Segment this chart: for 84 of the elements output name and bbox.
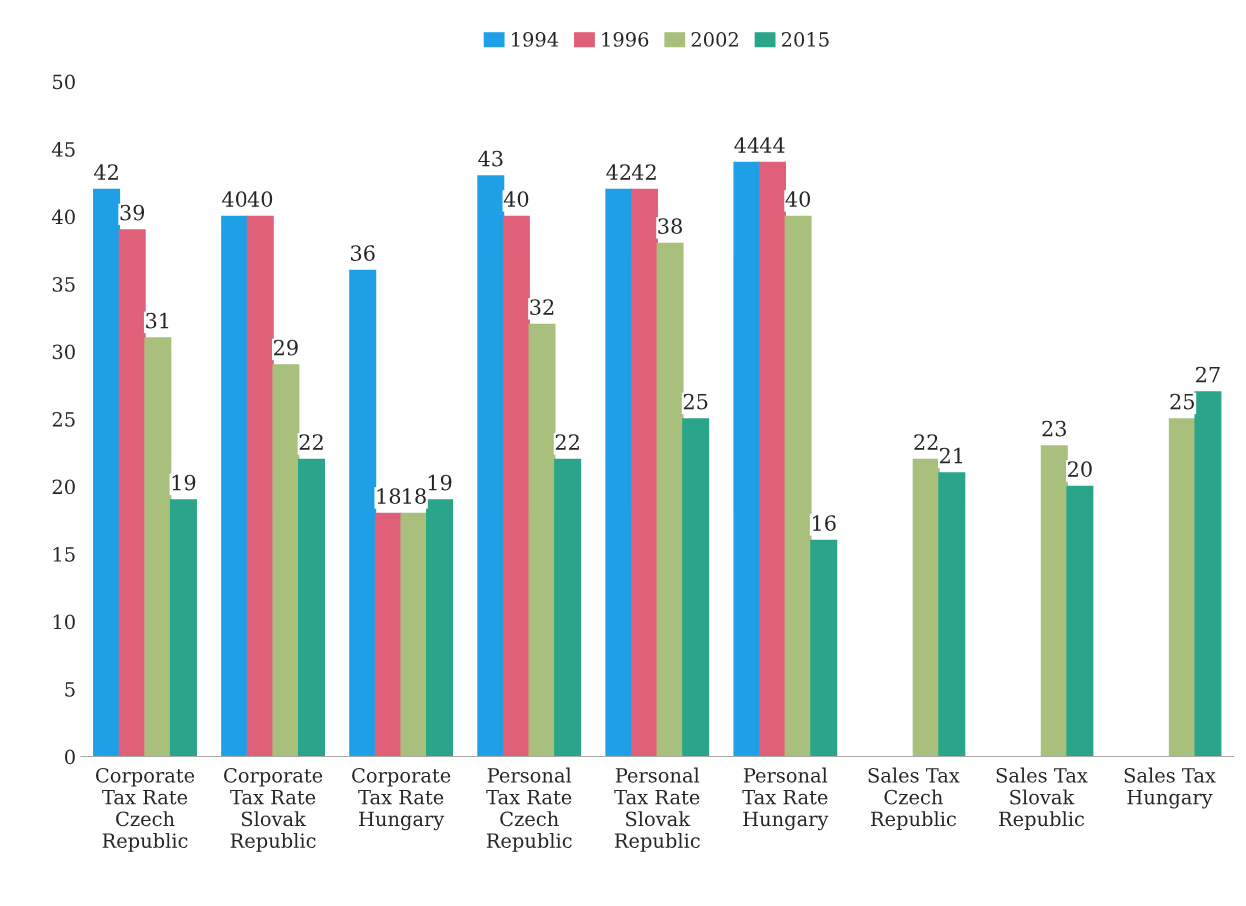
data-label: 31: [146, 312, 169, 329]
y-tick-label: 20: [52, 479, 75, 495]
bar: [810, 539, 838, 757]
y-tick-label: 35: [52, 276, 75, 292]
bar: [477, 175, 505, 757]
bar: [400, 512, 428, 757]
data-label: 25: [683, 393, 708, 410]
y-tick-label: 25: [52, 411, 75, 427]
y-tick-label: 10: [53, 614, 75, 630]
x-tick-label: Sales Tax Slovak Republic: [996, 767, 1088, 830]
x-tick-label: Personal Tax Rate Hungary: [742, 767, 829, 831]
y-tick-label: 15: [53, 546, 75, 562]
bar: [759, 161, 787, 757]
bar: [297, 458, 326, 757]
bar: [528, 323, 556, 757]
x-tick-label: Corporate Tax Rate Czech Republic: [95, 767, 195, 852]
bar: [912, 458, 940, 757]
data-label: 42: [606, 164, 631, 180]
bar: [1066, 485, 1094, 757]
bar: [784, 215, 812, 757]
bar: [374, 512, 402, 757]
bar: [1040, 445, 1068, 757]
x-tick-label: Corporate Tax Rate Hungary: [352, 767, 451, 831]
data-label: 18: [403, 488, 426, 504]
x-tick-label: Sales Tax Czech Republic: [868, 767, 960, 830]
y-tick-label: 50: [53, 74, 75, 90]
x-tick-label: Corporate Tax Rate Slovak Republic: [224, 767, 323, 852]
legend-label: 2002: [691, 32, 738, 47]
y-tick-label: 5: [65, 682, 75, 697]
bar: [938, 472, 966, 757]
bar: [1168, 418, 1196, 757]
bar: [144, 337, 172, 757]
bar: [682, 418, 710, 757]
y-tick-label: 45: [51, 141, 75, 157]
data-label: 38: [658, 218, 682, 234]
x-tick-label: Personal Tax Rate Czech Republic: [486, 767, 572, 852]
bar: [169, 499, 197, 757]
data-label: 39: [120, 204, 145, 221]
data-label: 40: [222, 191, 247, 207]
data-label: 27: [1196, 366, 1220, 383]
data-label: 22: [914, 434, 938, 450]
data-label: 20: [1068, 461, 1092, 477]
data-label: 40: [247, 191, 273, 207]
data-label: 16: [813, 515, 836, 531]
data-label: 22: [299, 434, 323, 450]
data-label: 40: [785, 191, 810, 207]
bar: [502, 215, 530, 757]
bar: [656, 242, 684, 757]
bar: [733, 161, 761, 757]
bar: [630, 188, 658, 757]
bar: [272, 364, 300, 757]
data-label: 25: [1170, 393, 1194, 410]
data-label: 43: [478, 150, 503, 167]
y-tick-label: 0: [65, 749, 75, 765]
data-label: 40: [503, 191, 529, 207]
data-label: 21: [939, 447, 963, 464]
data-label: 19: [428, 474, 452, 491]
data-label: 44: [759, 137, 785, 153]
bar: [605, 188, 633, 757]
bar: [118, 229, 146, 757]
data-label: 42: [631, 164, 656, 180]
bar: [246, 215, 274, 757]
data-label: 42: [93, 164, 118, 180]
data-label: 36: [351, 245, 375, 261]
data-label: 32: [530, 299, 554, 315]
data-label: 23: [1042, 420, 1066, 437]
data-label: 22: [555, 434, 579, 450]
y-tick-label: 40: [51, 209, 75, 225]
x-tick-label: Sales Tax Hungary: [1124, 767, 1216, 809]
bar: [426, 499, 454, 757]
x-tick-label: Personal Tax Rate Slovak Republic: [614, 767, 700, 852]
data-label: 19: [172, 474, 196, 491]
bar: [93, 188, 121, 757]
bar: [349, 269, 377, 757]
data-label: 18: [377, 488, 401, 504]
y-tick-label: 30: [52, 344, 75, 360]
legend-label: 1994: [512, 32, 559, 47]
bar: [554, 458, 582, 757]
data-label: 29: [274, 339, 298, 356]
legend-label: 1996: [602, 32, 649, 47]
bar: [1194, 391, 1222, 757]
bar: [221, 215, 249, 757]
legend-label: 2015: [781, 32, 829, 47]
data-label: 44: [734, 137, 760, 153]
